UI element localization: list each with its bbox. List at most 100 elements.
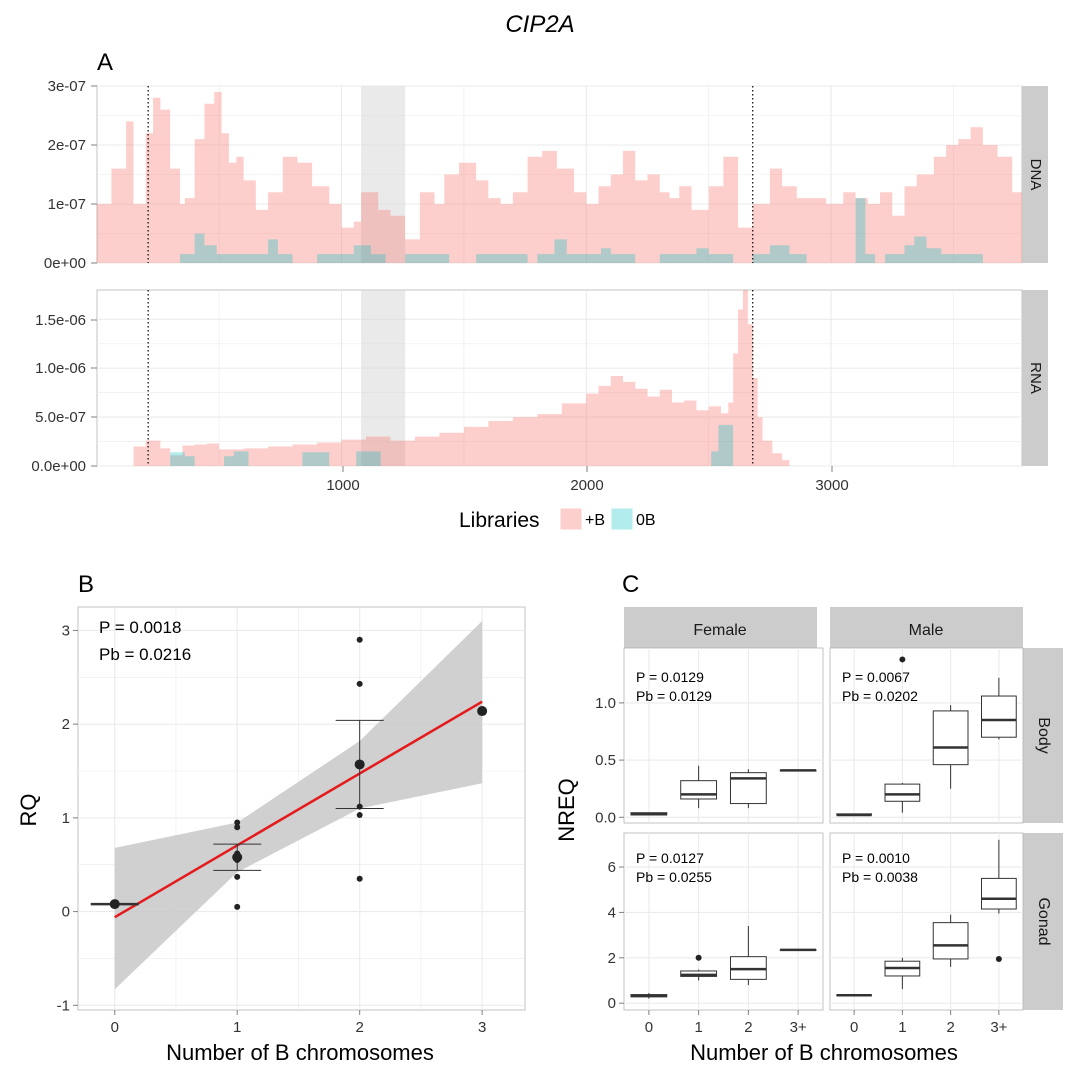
rna-y-tick-label: 1.0e-06 <box>35 360 86 377</box>
y-tick-label: 6 <box>608 859 616 876</box>
mean-point <box>109 899 120 910</box>
regression-line <box>114 700 483 919</box>
facet-background <box>623 832 824 1011</box>
y-tick-label: 1 <box>62 810 70 827</box>
figure-title: CIP2A <box>505 11 574 38</box>
x-tick-label: 1 <box>233 1019 241 1036</box>
data-point <box>234 903 241 910</box>
x-tick-label: 0 <box>850 1019 858 1036</box>
stat-male-gonad-pb: Pb = 0.0038 <box>842 869 918 885</box>
x-tick-label: 0 <box>645 1019 653 1036</box>
panel-b-x-axis-title: Number of B chromosomes <box>166 1040 434 1065</box>
x-tick-label: 3+ <box>790 1019 807 1036</box>
panel-b-axes: 0 1 2 3 -1 0 1 2 3 <box>57 622 487 1036</box>
strip-male-label: Male <box>909 622 944 639</box>
y-tick-label: -1 <box>57 997 70 1014</box>
data-point <box>356 680 363 687</box>
x-tick-label: 1000 <box>326 477 359 494</box>
strip-female-label: Female <box>693 622 746 639</box>
data-point <box>356 875 363 882</box>
x-tick-label: 2 <box>946 1019 954 1036</box>
x-tick-label: 0 <box>111 1019 119 1036</box>
data-point <box>356 636 363 643</box>
data-point <box>356 812 363 819</box>
confidence-band <box>114 621 483 990</box>
x-tick-label: 2 <box>744 1019 752 1036</box>
mean-points <box>109 706 488 910</box>
facet-panel: 0 1 2 3+ <box>829 832 1024 1036</box>
data-point <box>356 803 363 810</box>
dna-area-zero-b <box>96 198 1022 263</box>
facet-background <box>623 647 824 824</box>
strip-female <box>624 607 817 648</box>
box <box>981 877 1017 910</box>
dna-gridlines <box>97 85 1022 264</box>
dna-y-axis: 0e+00 1e-07 2e-07 3e-07 <box>44 78 97 272</box>
facet-panel: 0.0 0.5 1.0 <box>595 647 824 826</box>
x-tick-label: 2000 <box>570 477 603 494</box>
rna-y-tick-label: 5.0e-07 <box>35 409 86 426</box>
dna-dotted-lines <box>147 86 754 263</box>
panel-b-y-axis-title: RQ <box>16 794 41 827</box>
rna-y-tick-label: 1.5e-06 <box>35 312 86 329</box>
stat-male-gonad-p: P = 0.0010 <box>842 850 910 866</box>
box <box>932 922 969 960</box>
rna-strip-label: RNA <box>1027 362 1044 394</box>
x-tick-label: 3+ <box>990 1019 1007 1036</box>
mean-point <box>477 706 488 717</box>
data-point <box>234 819 241 826</box>
y-tick-label: 0.0 <box>595 809 616 826</box>
legend-key-plus-b <box>559 507 583 531</box>
facet-background <box>829 832 1024 1011</box>
panel-b-stat-p: P = 0.0018 <box>99 618 181 637</box>
rna-y-tick-label: 0.0e+00 <box>31 458 86 475</box>
panel-a-legend: Libraries +B 0B <box>459 507 656 532</box>
dna-y-tick-label: 0e+00 <box>44 255 86 272</box>
x-tick-label: 1 <box>694 1019 702 1036</box>
x-tick-label: 3000 <box>815 477 848 494</box>
rna-y-axis: 0.0e+00 5.0e-07 1.0e-06 1.5e-06 <box>31 312 97 475</box>
legend-title: Libraries <box>459 509 540 532</box>
panel-c-x-axis-title: Number of B chromosomes <box>690 1040 958 1065</box>
stat-female-gonad-pb: Pb = 0.0255 <box>636 869 712 885</box>
strip-gonad-label: Gonad <box>1035 897 1052 945</box>
panel-a-x-axis: 1000 2000 3000 <box>326 466 849 494</box>
strip-gonad <box>1023 833 1063 1010</box>
legend-key-zero-b <box>610 507 634 531</box>
x-tick-label: 2 <box>355 1019 363 1036</box>
outlier-point <box>995 955 1002 962</box>
strip-body <box>1023 648 1063 823</box>
stat-female-body-p: P = 0.0129 <box>636 669 704 685</box>
rna-area-plus-b <box>96 290 1022 466</box>
facet-panels: 0.0 0.5 1.0 0 2 4 6 0 1 2 3+ 0 1 2 3+ <box>595 647 1024 1036</box>
box <box>884 783 921 802</box>
y-tick-label: 0.5 <box>595 752 616 769</box>
y-tick-label: 1.0 <box>595 695 616 712</box>
stat-female-gonad-p: P = 0.0127 <box>636 850 704 866</box>
legend-label-plus-b: +B <box>585 512 605 529</box>
stat-male-body-pb: Pb = 0.0202 <box>842 688 918 704</box>
data-point <box>234 824 241 831</box>
dna-y-tick-label: 2e-07 <box>48 137 86 154</box>
y-tick-label: 3 <box>62 622 70 639</box>
y-tick-label: 0 <box>62 904 70 921</box>
rna-shaded-region <box>361 290 406 466</box>
panel-c-y-axis-title: NREQ <box>554 778 579 842</box>
facet-panel <box>829 647 1024 824</box>
facet-panel: 0 2 4 6 0 1 2 3+ <box>608 832 824 1036</box>
y-tick-label: 2 <box>608 950 616 967</box>
legend-label-zero-b: 0B <box>636 512 656 529</box>
strip-male <box>830 607 1023 648</box>
y-tick-label: 4 <box>608 904 616 921</box>
dna-shaded-region <box>361 86 406 263</box>
box <box>680 780 718 800</box>
box <box>932 710 969 766</box>
dna-area-plus-b <box>96 91 1022 264</box>
mean-point <box>232 852 243 863</box>
stat-female-body-pb: Pb = 0.0129 <box>636 688 712 704</box>
panel-a-dna-facet: DNA 0e+00 1e-07 2e-07 3e-07 <box>44 78 1048 272</box>
dna-strip <box>1022 86 1048 263</box>
dna-y-tick-label: 1e-07 <box>48 196 86 213</box>
panel-c-label: C <box>622 571 639 598</box>
